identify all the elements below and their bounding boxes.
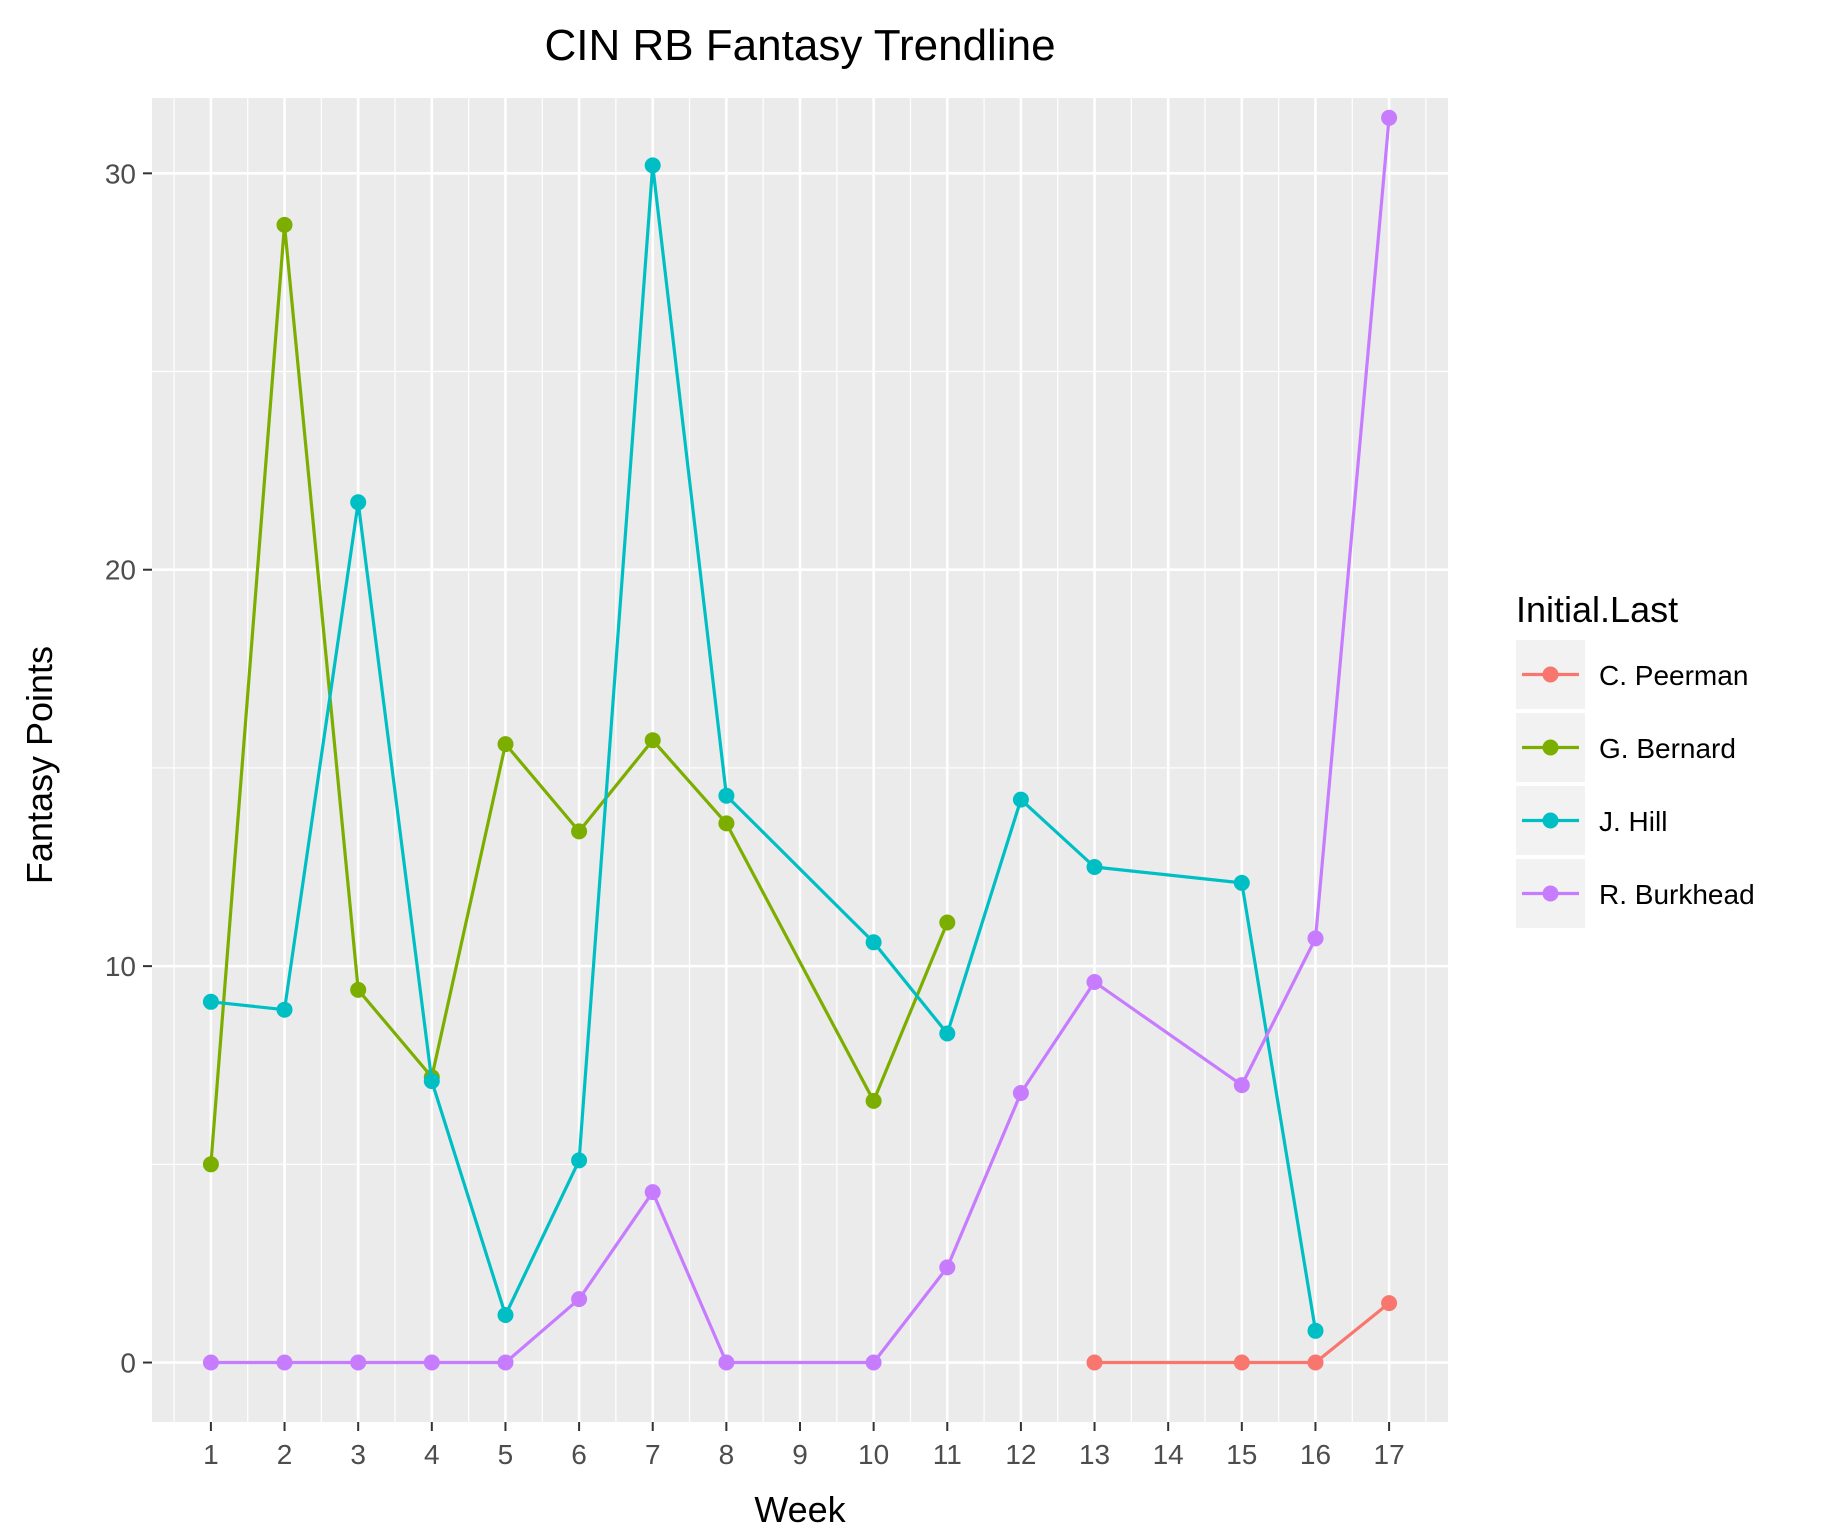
data-point bbox=[497, 1354, 514, 1371]
x-tick-label: 17 bbox=[1374, 1439, 1405, 1470]
data-point bbox=[1012, 791, 1029, 808]
data-point bbox=[939, 914, 956, 931]
data-point bbox=[1307, 1354, 1324, 1371]
data-point bbox=[1233, 874, 1250, 891]
major-gridlines bbox=[152, 98, 1448, 1422]
data-point bbox=[1307, 930, 1324, 947]
data-point bbox=[1086, 974, 1103, 990]
y-tick-label: 10 bbox=[105, 951, 136, 982]
data-point bbox=[423, 1354, 440, 1371]
x-tick-label: 10 bbox=[858, 1439, 889, 1470]
chart-title: CIN RB Fantasy Trendline bbox=[544, 21, 1055, 70]
x-tick-label: 11 bbox=[933, 1439, 962, 1470]
data-point bbox=[1233, 1354, 1250, 1371]
legend-key-point bbox=[1542, 885, 1559, 902]
data-point bbox=[939, 1259, 956, 1276]
data-point bbox=[865, 934, 882, 951]
data-point bbox=[1381, 109, 1398, 126]
legend-key-point bbox=[1542, 812, 1559, 829]
y-tick-label: 20 bbox=[105, 555, 136, 586]
x-axis: 1 2 3 4 5 6 7 8 9 10 11 12 13 14 15 16 17 bbox=[203, 1422, 1405, 1470]
legend-label: R. Burkhead bbox=[1599, 879, 1755, 910]
legend-label: G. Bernard bbox=[1599, 733, 1736, 764]
legend-item: C. Peerman bbox=[1516, 640, 1748, 709]
x-tick-label: 7 bbox=[645, 1439, 661, 1470]
legend-item: G. Bernard bbox=[1516, 713, 1736, 782]
data-point bbox=[202, 1156, 219, 1173]
x-axis-title: Week bbox=[754, 1489, 846, 1530]
x-tick-label: 5 bbox=[498, 1439, 514, 1470]
data-point bbox=[865, 1354, 882, 1371]
series-r-burkhead bbox=[202, 109, 1398, 1371]
data-point bbox=[718, 815, 735, 832]
x-tick-label: 9 bbox=[792, 1439, 808, 1470]
x-tick-label: 15 bbox=[1226, 1439, 1257, 1470]
data-point bbox=[571, 823, 588, 840]
data-point bbox=[571, 1291, 588, 1308]
x-tick-label: 6 bbox=[571, 1439, 587, 1470]
data-point bbox=[202, 993, 219, 1010]
minor-gridlines bbox=[152, 98, 1448, 1422]
data-point bbox=[276, 1001, 293, 1018]
legend-label: C. Peerman bbox=[1599, 660, 1748, 691]
series-line bbox=[1094, 1301, 1391, 1365]
series-layer bbox=[202, 109, 1398, 1371]
y-axis-title: Fantasy Points bbox=[19, 646, 60, 884]
x-tick-label: 13 bbox=[1079, 1439, 1110, 1470]
x-tick-label: 16 bbox=[1300, 1439, 1331, 1470]
data-point bbox=[276, 216, 293, 233]
x-tick-label: 4 bbox=[424, 1439, 440, 1470]
series-j-hill bbox=[202, 157, 1324, 1339]
y-axis: 0 10 20 30 bbox=[105, 158, 152, 1379]
series-c-peerman bbox=[1086, 1295, 1398, 1371]
data-point bbox=[350, 1354, 367, 1371]
data-point bbox=[718, 1354, 735, 1371]
data-point bbox=[1381, 1295, 1398, 1312]
data-point bbox=[644, 1184, 661, 1201]
series-line bbox=[209, 223, 949, 1165]
data-point bbox=[1012, 1085, 1029, 1101]
data-point bbox=[202, 1354, 219, 1371]
data-point bbox=[423, 1073, 440, 1090]
legend-label: J. Hill bbox=[1599, 806, 1667, 837]
y-tick-label: 30 bbox=[105, 158, 136, 189]
x-tick-label: 14 bbox=[1153, 1439, 1184, 1470]
data-point bbox=[1086, 859, 1103, 875]
legend-item: J. Hill bbox=[1516, 786, 1667, 855]
data-point bbox=[276, 1354, 293, 1371]
y-tick-label: 0 bbox=[120, 1348, 136, 1379]
data-point bbox=[497, 1307, 514, 1323]
x-tick-label: 12 bbox=[1005, 1439, 1036, 1470]
data-point bbox=[350, 981, 367, 998]
data-point bbox=[865, 1092, 882, 1109]
x-tick-label: 3 bbox=[350, 1439, 366, 1470]
x-tick-label: 8 bbox=[719, 1439, 735, 1470]
legend-key-point bbox=[1542, 666, 1559, 683]
series-line bbox=[210, 163, 1318, 1332]
legend-key-point bbox=[1542, 739, 1559, 756]
data-point bbox=[644, 732, 661, 749]
data-point bbox=[718, 787, 735, 804]
data-point bbox=[644, 157, 661, 174]
data-point bbox=[1233, 1077, 1250, 1094]
legend-item: R. Burkhead bbox=[1516, 859, 1755, 928]
x-tick-label: 2 bbox=[277, 1439, 293, 1470]
data-point bbox=[1307, 1322, 1324, 1339]
data-point bbox=[571, 1152, 588, 1169]
data-point bbox=[350, 494, 367, 511]
legend-title: Initial.Last bbox=[1516, 589, 1678, 630]
data-point bbox=[939, 1025, 956, 1042]
x-tick-label: 1 bbox=[203, 1439, 219, 1470]
legend: Initial.Last C. Peerman G. Bernard J. Hill… bbox=[1516, 589, 1755, 928]
data-point bbox=[1086, 1354, 1103, 1371]
data-point bbox=[497, 736, 514, 753]
